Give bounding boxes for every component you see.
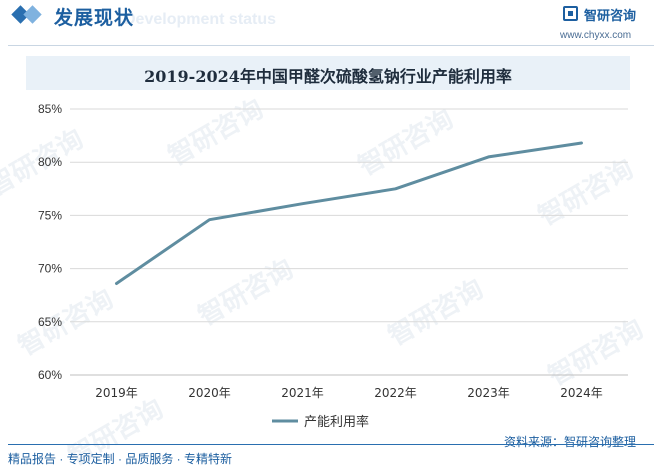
legend: 产能利用率 xyxy=(272,414,369,430)
y-tick-label: 70% xyxy=(38,262,62,276)
chart-title-bar xyxy=(26,56,630,90)
x-tick-label: 2023年 xyxy=(467,386,510,400)
watermark-text: 智研咨询 xyxy=(163,93,269,172)
y-tick-label: 60% xyxy=(38,368,62,382)
grid-lines xyxy=(70,108,628,376)
brand-logo-icon xyxy=(563,6,578,21)
x-tick-label: 2019年 xyxy=(95,386,138,400)
source-note: 资料来源：智研咨询整理 xyxy=(504,435,637,449)
chart-title: 2019-2024年中国甲醛次硫酸氢钠行业产能利用率 xyxy=(144,67,512,86)
brand-url: www.chyxx.com xyxy=(560,30,632,41)
footer-divider xyxy=(8,444,654,445)
section-title: 发展现状 xyxy=(54,8,135,29)
watermark-text: 智研咨询 xyxy=(383,273,489,352)
watermark-text: 智研咨询 xyxy=(543,313,649,392)
series-line xyxy=(115,141,583,285)
x-tick-label: 2024年 xyxy=(560,386,603,400)
y-tick-label: 65% xyxy=(38,315,62,329)
brand-name: 智研咨询 xyxy=(584,8,637,23)
report-header: Development status 发展现状 智研咨询 www.chyxx.c… xyxy=(0,0,662,48)
watermark-text: 智研咨询 xyxy=(13,283,119,362)
watermark-text: 智研咨询 xyxy=(533,153,639,232)
header-divider xyxy=(8,45,654,46)
watermark-text: 智研咨询 xyxy=(353,103,459,182)
y-tick-label: 80% xyxy=(38,155,62,169)
y-tick-label: 85% xyxy=(38,102,62,116)
y-axis-ticks: 60% 65% 70% 75% 80% 85% xyxy=(38,102,62,382)
footer-slogan: 精品报告 · 专项定制 · 品质服务 · 专精特新 xyxy=(8,452,232,466)
x-tick-label: 2020年 xyxy=(188,386,231,400)
watermark-text: 智研咨询 xyxy=(193,253,299,332)
x-axis-ticks: 2019年 2020年 2021年 2022年 2023年 2024年 xyxy=(95,386,603,400)
series-layer xyxy=(115,141,583,285)
legend-label: 产能利用率 xyxy=(304,414,369,430)
header-ghost-subtitle: Development status xyxy=(124,11,277,28)
x-tick-label: 2021年 xyxy=(281,386,324,400)
y-tick-label: 75% xyxy=(38,208,62,222)
x-tick-label: 2022年 xyxy=(374,386,417,400)
